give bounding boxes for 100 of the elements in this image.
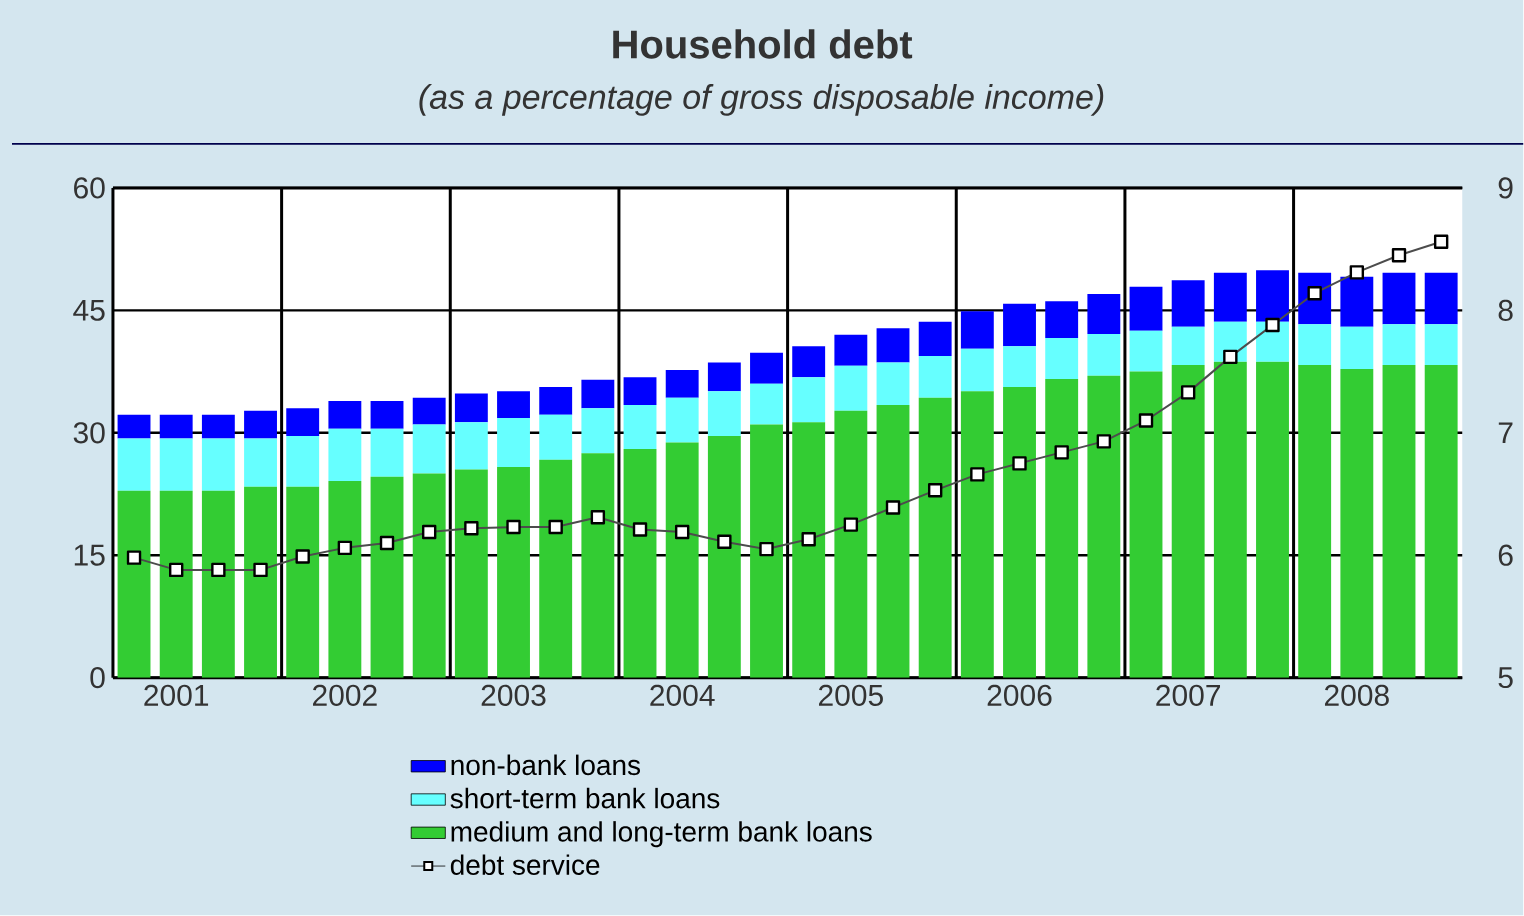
bar [1087,375,1121,678]
bar [1256,362,1289,678]
bar [1087,294,1121,335]
bar [370,428,404,478]
point [717,534,732,550]
y-tick-label: 0 [90,667,105,689]
point [759,542,774,557]
point [1223,349,1238,365]
x-tick-label: 2006 [987,684,1052,707]
legend-label: non-bank loans [451,754,641,776]
point [211,562,226,578]
bar [1213,273,1247,322]
bar [117,415,151,439]
y-tick-label: 15 [74,544,105,566]
point [126,550,142,566]
bar [960,348,994,392]
point [253,562,268,578]
bar [1171,365,1205,678]
bar [412,424,446,474]
bar [244,486,277,678]
bar [1129,286,1163,331]
bar [286,436,320,487]
legend-label: medium and long-term bank loans [451,821,872,848]
bar [539,415,573,460]
bar [665,442,699,678]
bar [412,473,446,678]
point [590,510,606,525]
bar [581,379,615,409]
bar [539,387,573,416]
bar [286,408,320,437]
bar [1298,365,1332,678]
point [1180,385,1196,400]
bar [1382,273,1416,325]
bar [1213,362,1247,678]
x-tick-label: 2001 [144,684,209,707]
bar [539,459,573,678]
bar [1340,369,1374,678]
bar [1087,334,1121,376]
bar [159,490,193,678]
point [169,562,184,578]
bar [707,391,741,437]
bar [1045,338,1079,380]
y2-tick-label: 8 [1498,299,1513,322]
bar [623,377,657,406]
bar [707,362,741,392]
legend-label: short-term bank loans [450,788,720,809]
bar [665,370,699,398]
bar [117,490,151,678]
bar [1256,270,1289,322]
bar [792,377,826,423]
bar [1424,324,1458,366]
point [548,520,563,535]
bar [244,438,277,487]
point [1349,265,1365,280]
bar [412,397,446,425]
bar [623,405,657,450]
legend-label: debt service [450,854,600,876]
bar [750,424,783,678]
bar [1171,326,1205,366]
point [379,536,395,551]
point [1012,456,1027,471]
bar [454,422,488,470]
bar [244,410,277,439]
bar [497,391,530,419]
bar [876,405,910,678]
x-tick-label: 2005 [819,684,883,707]
point [927,483,943,498]
bar [497,418,530,468]
bar [581,408,615,454]
point [1391,248,1407,263]
bar [876,328,910,363]
bar [750,353,783,385]
y2-tick-label: 7 [1498,422,1513,444]
bar [581,453,615,678]
x-tick-label: 2002 [313,684,377,707]
chart-title: Household debt [613,29,913,59]
bar [792,422,826,678]
bar [792,346,826,378]
point [506,520,521,535]
point [295,549,310,564]
x-tick-label: 2007 [1156,684,1221,707]
bar [1045,379,1079,678]
y2-tick-label: 5 [1498,667,1513,689]
bar [1003,387,1036,678]
bar [201,438,235,491]
bar [159,438,193,491]
bar [876,362,910,406]
bar [1003,304,1036,347]
bar [1424,365,1458,678]
bar [1045,301,1079,339]
bar [201,415,235,439]
bar [834,335,868,367]
point [632,522,648,537]
x-tick-label: 2008 [1324,684,1389,707]
bar [1340,277,1374,327]
point [464,521,479,536]
y-tick-label: 30 [73,422,105,444]
bar [960,391,994,678]
bar [1424,273,1458,325]
bar [918,356,952,398]
